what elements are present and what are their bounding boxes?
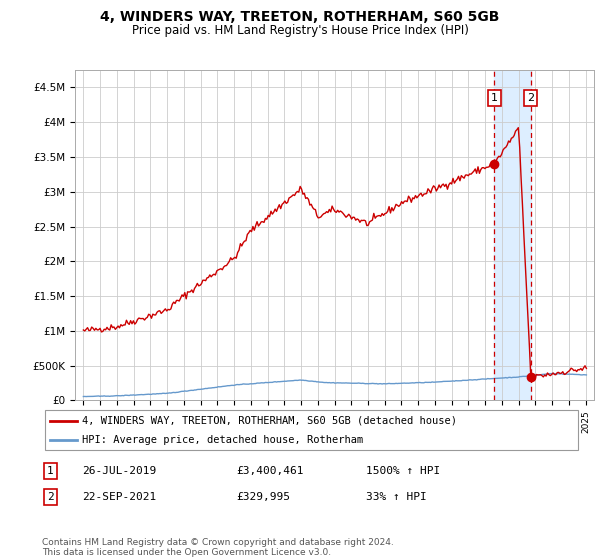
Text: 2: 2 [47, 492, 53, 502]
Text: 22-SEP-2021: 22-SEP-2021 [83, 492, 157, 502]
Text: 4, WINDERS WAY, TREETON, ROTHERHAM, S60 5GB (detached house): 4, WINDERS WAY, TREETON, ROTHERHAM, S60 … [83, 416, 458, 426]
Text: HPI: Average price, detached house, Rotherham: HPI: Average price, detached house, Roth… [83, 435, 364, 445]
Text: Price paid vs. HM Land Registry's House Price Index (HPI): Price paid vs. HM Land Registry's House … [131, 24, 469, 36]
Text: 1: 1 [491, 93, 498, 103]
FancyBboxPatch shape [45, 410, 578, 450]
Text: 2: 2 [527, 93, 534, 103]
Bar [494, 70, 531, 400]
Text: 4, WINDERS WAY, TREETON, ROTHERHAM, S60 5GB: 4, WINDERS WAY, TREETON, ROTHERHAM, S60 … [100, 10, 500, 24]
Text: 1: 1 [47, 466, 53, 476]
Text: 26-JUL-2019: 26-JUL-2019 [83, 466, 157, 476]
Text: 33% ↑ HPI: 33% ↑ HPI [366, 492, 427, 502]
Text: 1500% ↑ HPI: 1500% ↑ HPI [366, 466, 440, 476]
Text: £3,400,461: £3,400,461 [236, 466, 304, 476]
Text: Contains HM Land Registry data © Crown copyright and database right 2024.
This d: Contains HM Land Registry data © Crown c… [42, 538, 394, 557]
Text: £329,995: £329,995 [236, 492, 290, 502]
